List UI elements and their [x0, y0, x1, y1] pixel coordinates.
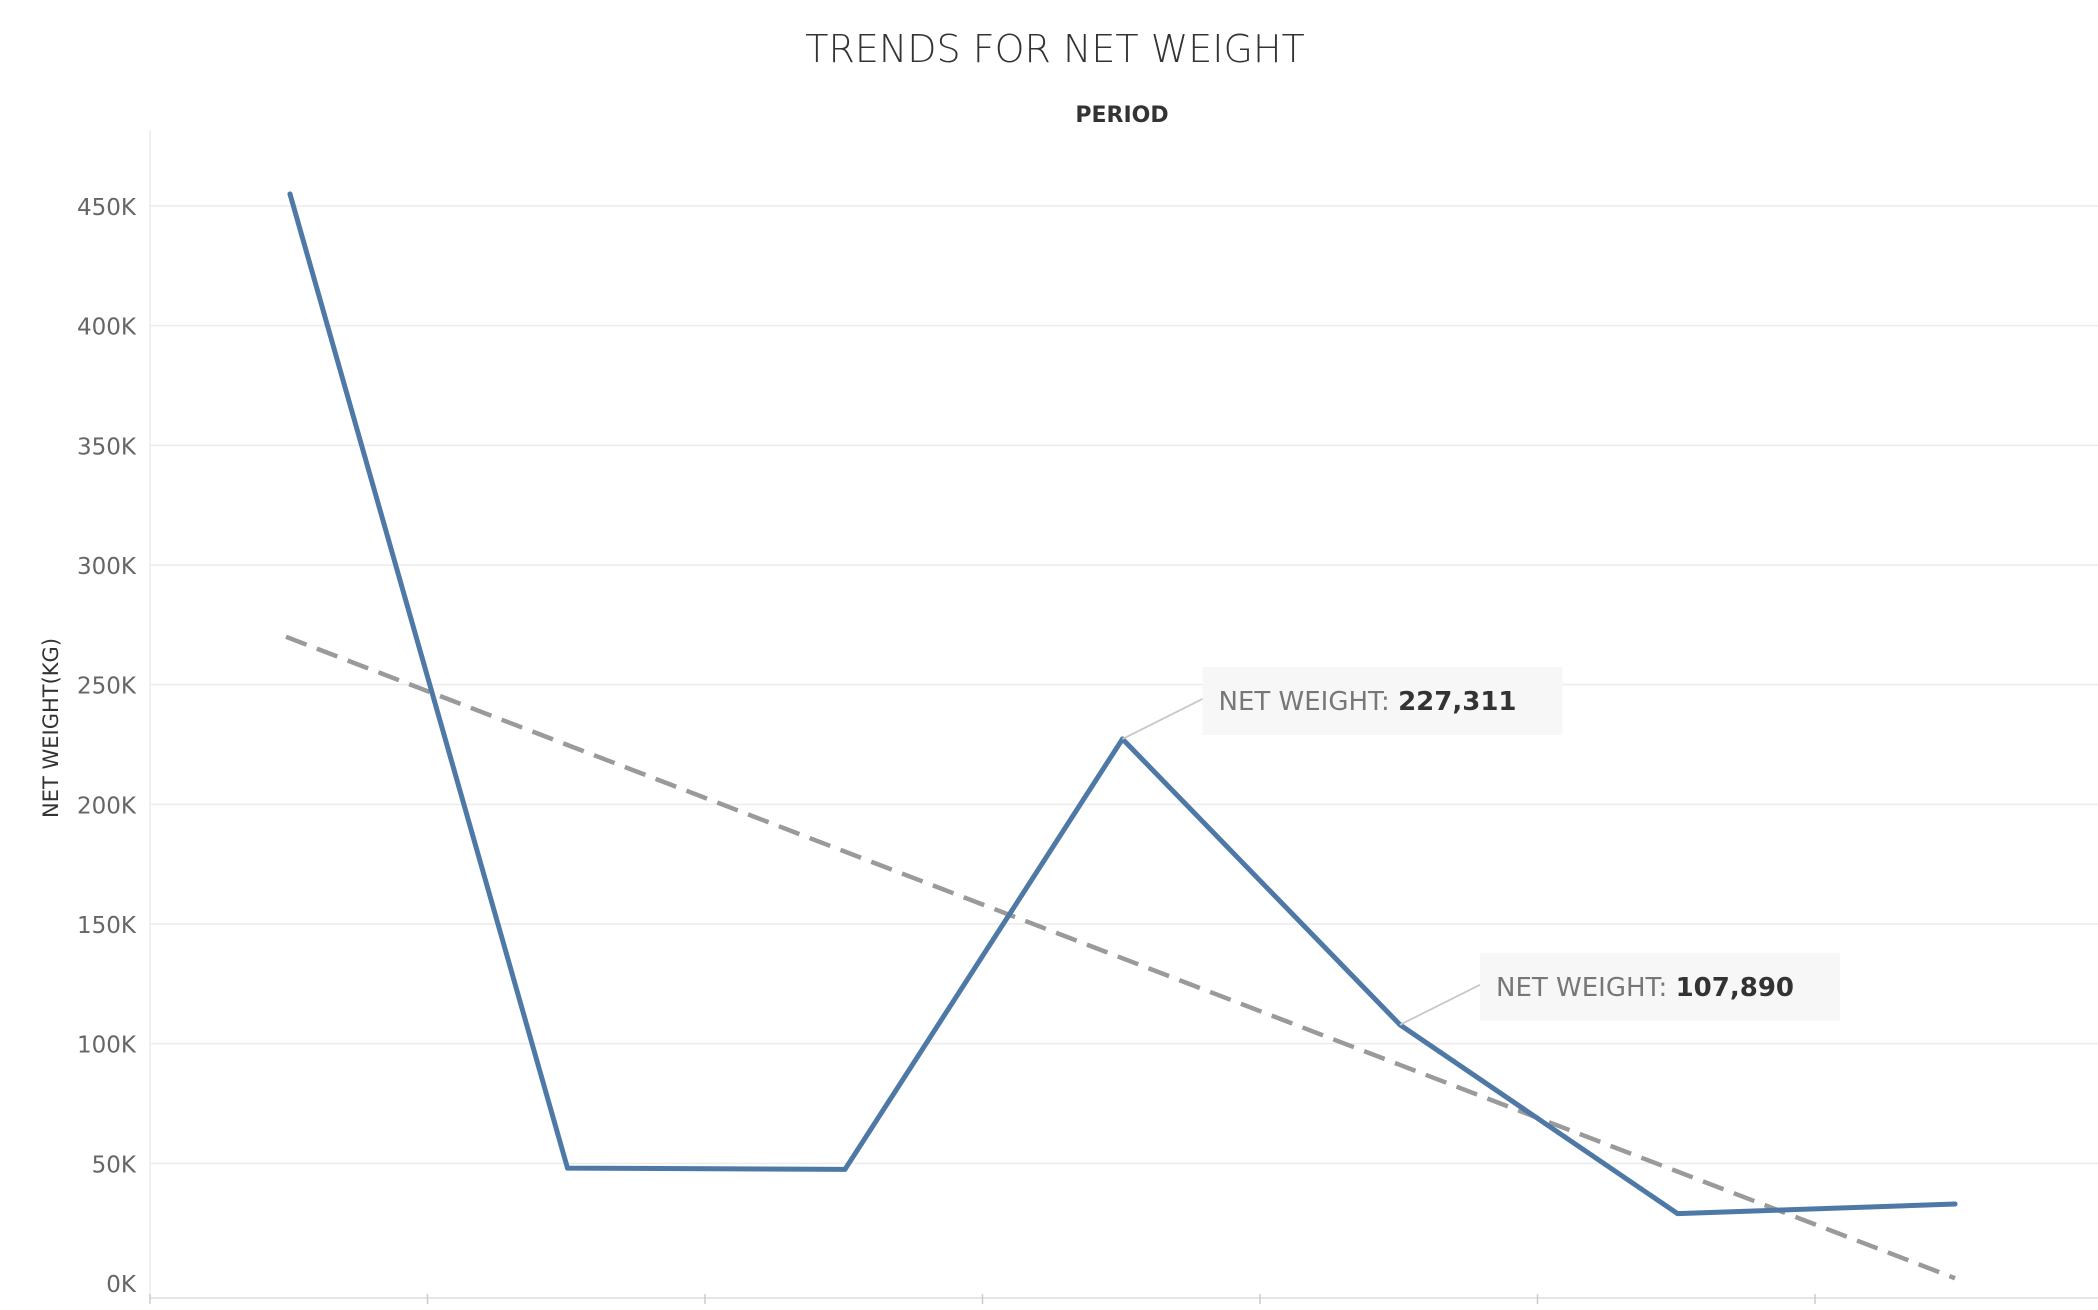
data-point[interactable]: [1675, 1211, 1680, 1217]
gridlines: [150, 205, 2098, 1165]
data-point[interactable]: [287, 191, 293, 197]
y-tick-label: 250K: [77, 674, 137, 700]
annotation-label: NET WEIGHT: 227,311: [1219, 687, 1517, 717]
y-tick-label: 300K: [77, 554, 137, 580]
y-axis-label: NET WEIGHT(KG): [39, 638, 63, 818]
data-point[interactable]: [842, 1166, 848, 1172]
series-group: [287, 191, 1958, 1217]
trend-line: [285, 634, 1956, 1281]
y-tick-label: 200K: [77, 793, 137, 819]
annotation-value: 107,890: [1676, 973, 1794, 1003]
y-tick-label: 350K: [77, 434, 137, 460]
annotation-leader: [1122, 698, 1203, 740]
y-tick-labels: 0K 50K 100K 150K 200K 250K 300K 350K 400K 450K: [77, 195, 137, 1298]
chart-title: TRENDS FOR NET WEIGHT: [805, 27, 1305, 71]
data-point[interactable]: [565, 1165, 570, 1171]
annotation-box: [1202, 666, 1563, 735]
annotation-label-text: NET WEIGHT:: [1219, 687, 1399, 717]
annotation-leader: [1399, 983, 1481, 1026]
y-tick-label: 450K: [77, 195, 137, 221]
trend-line-group: [285, 634, 1956, 1281]
axes: [149, 130, 2098, 1304]
data-point[interactable]: [1952, 1201, 1958, 1207]
annotation-label-text: NET WEIGHT:: [1496, 973, 1676, 1003]
series-line[interactable]: [287, 191, 1958, 1217]
x-axis-label: PERIOD: [1075, 103, 1168, 128]
y-tick-label: 400K: [77, 315, 137, 341]
annotation-value: 227,311: [1398, 687, 1516, 717]
y-tick-label: 150K: [77, 913, 137, 939]
y-tick-label: 100K: [77, 1033, 137, 1059]
annotation-box: [1480, 952, 1840, 1021]
annotation-label: NET WEIGHT: 107,890: [1496, 973, 1794, 1003]
y-tick-label: 0K: [106, 1272, 137, 1298]
y-tick-label: 50K: [92, 1152, 137, 1178]
